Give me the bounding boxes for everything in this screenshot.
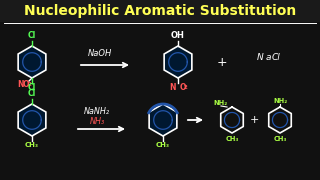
Text: O: O <box>180 83 187 92</box>
Text: O: O <box>23 80 29 89</box>
Text: a: a <box>265 53 271 62</box>
Text: Cl: Cl <box>272 53 280 62</box>
Polygon shape <box>149 104 177 136</box>
Text: 2: 2 <box>184 85 188 90</box>
Text: NaOH: NaOH <box>88 50 112 59</box>
Text: Cl: Cl <box>28 83 36 92</box>
Text: NH₂: NH₂ <box>273 98 287 104</box>
Text: NH₂: NH₂ <box>213 100 227 106</box>
Text: CH₃: CH₃ <box>156 142 170 148</box>
Polygon shape <box>18 104 46 136</box>
Text: N: N <box>170 83 176 92</box>
Text: +: + <box>249 115 259 125</box>
Polygon shape <box>164 46 192 78</box>
Text: CH₃: CH₃ <box>273 136 287 142</box>
Text: +: + <box>217 55 227 69</box>
Text: CH₃: CH₃ <box>225 136 239 142</box>
Bar <box>0 0 320 22</box>
Text: Nucleophilic Aromatic Substitution: Nucleophilic Aromatic Substitution <box>24 4 296 18</box>
Text: N: N <box>257 53 263 62</box>
Polygon shape <box>18 46 46 78</box>
Text: OH: OH <box>171 31 185 40</box>
Text: Cl: Cl <box>28 31 36 40</box>
Text: NaNH₂: NaNH₂ <box>84 107 110 116</box>
Text: 2: 2 <box>28 82 32 87</box>
Text: NH₃: NH₃ <box>89 118 105 127</box>
Text: Cl: Cl <box>28 89 36 98</box>
Text: CH₃: CH₃ <box>25 142 39 148</box>
Text: N: N <box>17 80 23 89</box>
